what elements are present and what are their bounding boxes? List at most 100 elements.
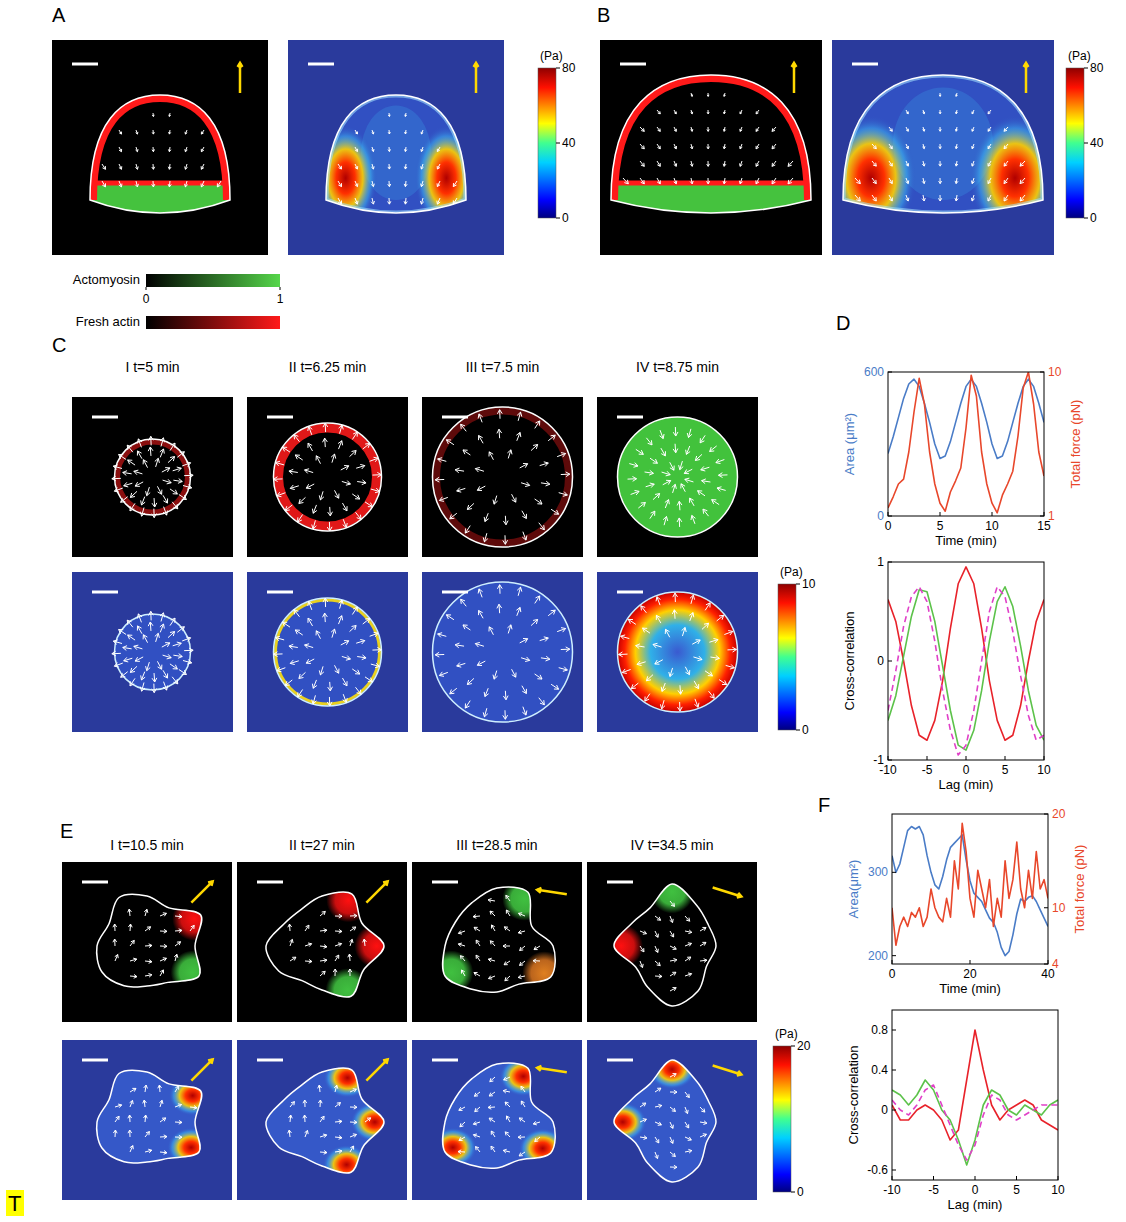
vector-head (344, 466, 349, 470)
vector (906, 144, 909, 149)
stress-hotspot (167, 1128, 215, 1168)
vector-shaft (674, 110, 676, 114)
vector-head (144, 1115, 148, 1118)
vector-head (479, 435, 483, 440)
vector-head (955, 146, 958, 148)
vector (723, 144, 726, 149)
vector-shaft (277, 493, 285, 496)
vector-head (551, 435, 556, 439)
vector (497, 604, 502, 613)
vector (631, 683, 638, 689)
vector-shaft (788, 178, 793, 184)
vector-head (353, 1134, 357, 1138)
vector-head (185, 184, 188, 187)
vector (124, 482, 133, 487)
vector-head (922, 146, 925, 148)
vector (290, 485, 299, 490)
vector-head (653, 459, 658, 463)
vector (137, 451, 142, 459)
vector (277, 492, 285, 496)
legend-tick-label: 0 (143, 292, 150, 306)
vector-shaft (628, 619, 635, 624)
vector-head (672, 484, 677, 489)
vector (641, 606, 647, 613)
vector (352, 607, 357, 614)
vector-shaft (177, 452, 184, 458)
vector-head (435, 477, 439, 482)
vector (939, 127, 941, 131)
vector-head (123, 646, 127, 651)
vector-head (194, 1106, 197, 1110)
vector (503, 710, 508, 719)
vector (130, 958, 137, 962)
vector-shaft (285, 680, 292, 686)
vector-head (756, 180, 759, 183)
vector-shaft (446, 440, 453, 445)
vector-shaft (355, 130, 357, 134)
stress-hotspot (169, 1076, 217, 1116)
vector (955, 195, 958, 201)
vector (645, 694, 650, 701)
vector (341, 641, 349, 645)
cell-outline (274, 423, 382, 531)
vector (519, 913, 525, 916)
vector-head (695, 684, 699, 689)
vector-head (152, 678, 157, 682)
vector-head (133, 958, 137, 962)
vector (535, 421, 540, 428)
vector-shaft (1020, 178, 1025, 184)
vector (972, 127, 974, 131)
protrusion (502, 877, 546, 921)
vector (366, 1059, 387, 1080)
vector (388, 130, 390, 134)
vector-head (149, 960, 152, 964)
vector-head (566, 647, 570, 652)
vector-shaft (119, 630, 126, 635)
vector (289, 1115, 293, 1122)
cell (326, 878, 399, 1012)
vector (636, 449, 643, 454)
vector-head (674, 112, 676, 114)
vector-shaft (793, 63, 796, 93)
vector-head (551, 610, 556, 614)
vector-head (660, 434, 664, 439)
vector-head (722, 680, 727, 684)
vector-head (159, 1100, 163, 1104)
vector (350, 1134, 357, 1138)
vector (334, 1085, 338, 1092)
vector (446, 615, 453, 620)
vector-shaft (335, 1103, 340, 1107)
vector (657, 161, 660, 166)
vector-head (136, 132, 138, 134)
vector-head (972, 112, 974, 114)
cell-body (618, 592, 738, 712)
vector (756, 161, 759, 166)
vector (477, 661, 485, 665)
vector-head (187, 660, 191, 665)
vector-head (670, 466, 674, 471)
vector-head (327, 702, 332, 706)
vector-head (328, 687, 333, 691)
cell-outline (443, 887, 556, 992)
vector-shaft (461, 424, 467, 431)
vector-head (685, 670, 689, 675)
vector-head (702, 479, 706, 484)
vector-head (158, 490, 162, 495)
vector-shaft (153, 130, 154, 134)
vector-head (146, 491, 151, 496)
vector-shaft (334, 665, 338, 673)
vector-shaft (708, 110, 709, 114)
vector (955, 127, 957, 131)
vector-head (355, 201, 358, 204)
vector-shaft (298, 514, 303, 521)
vector-shaft (299, 497, 306, 503)
vector (149, 436, 154, 445)
vector (168, 164, 171, 169)
vector (872, 161, 876, 166)
vector (182, 462, 190, 466)
vector-head (167, 654, 172, 659)
vector-shaft (130, 1088, 136, 1092)
vector-shaft (485, 513, 488, 521)
vector-head (168, 184, 171, 187)
vector (723, 127, 725, 131)
